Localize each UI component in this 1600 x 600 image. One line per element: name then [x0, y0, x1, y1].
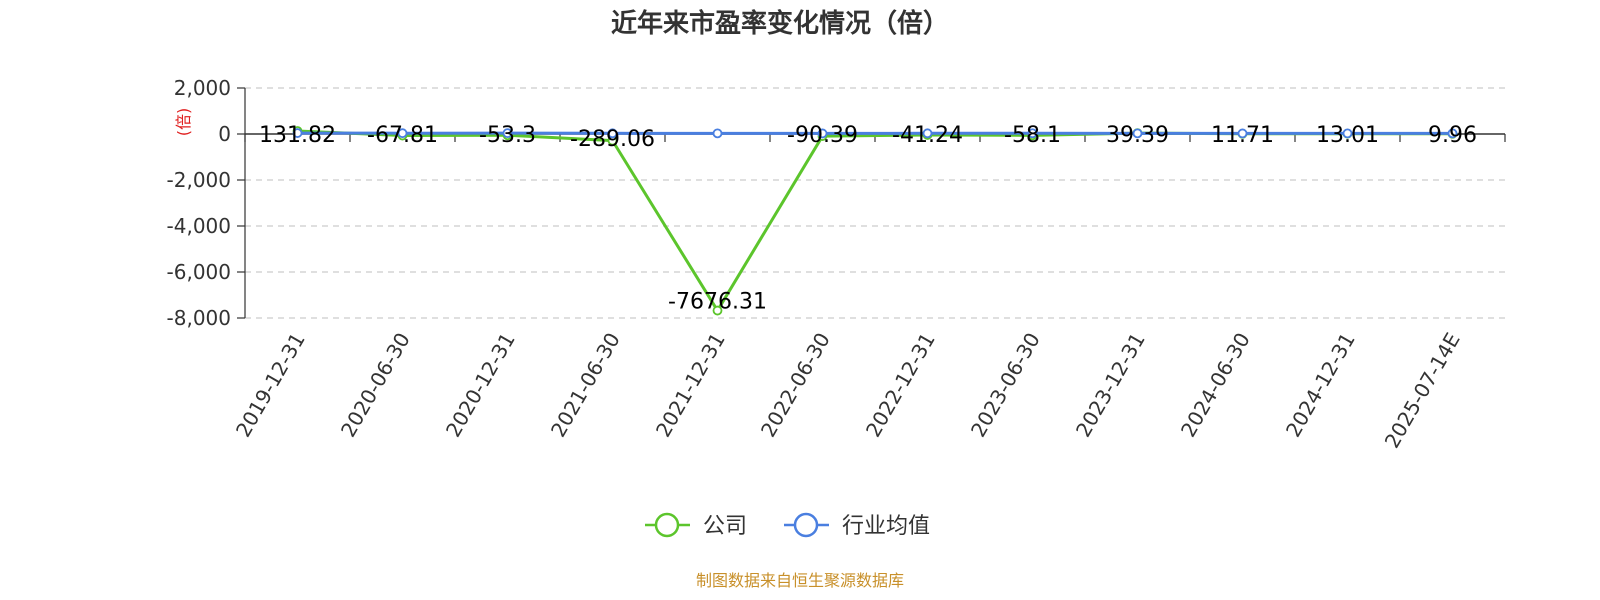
y-tick-label: 0 — [218, 122, 231, 146]
data-label: 131.82 — [259, 123, 336, 148]
data-label: 39.39 — [1106, 123, 1169, 148]
x-tick-label: 2024-12-31 — [1281, 329, 1360, 442]
series-1-point — [1447, 128, 1458, 139]
series-lines — [292, 126, 1458, 316]
data-label: -7676.31 — [668, 290, 767, 315]
data-label: -289.06 — [570, 127, 655, 152]
series-1-point — [1027, 128, 1038, 139]
data-label: 11.71 — [1211, 123, 1274, 148]
series-0-point — [712, 305, 723, 316]
data-label: -58.1 — [1004, 123, 1061, 148]
legend-label-0: 公司 — [703, 514, 747, 539]
x-tick-label: 2021-12-31 — [651, 329, 730, 442]
series-1-point — [817, 128, 828, 139]
data-label: 13.01 — [1316, 123, 1379, 148]
chart-title: 近年来市盈率变化情况（倍） — [611, 8, 949, 39]
series-1-point — [397, 128, 408, 139]
x-tick-label: 2022-06-30 — [756, 329, 835, 442]
y-tick-label: -6,000 — [167, 260, 231, 284]
x-tick-label: 2020-06-30 — [336, 329, 415, 442]
y-axis-unit-label: (倍) — [174, 108, 193, 137]
series-1-point — [502, 128, 513, 139]
series-1-point — [292, 128, 303, 138]
legend-label-1: 行业均值 — [842, 514, 930, 539]
legend-swatch-marker — [654, 512, 680, 538]
x-tick-label: 2025-07-14E — [1380, 329, 1465, 453]
series-1-point — [607, 128, 618, 139]
data-label: -41.24 — [892, 123, 963, 148]
x-tick-label: 2019-12-31 — [231, 329, 310, 442]
x-tick-label: 2023-06-30 — [966, 329, 1045, 442]
data-labels: 131.82 -67.81 -53.3 -289.06 -7676.31 -90.39 -4… — [259, 123, 1477, 315]
source-note: 制图数据来自恒生聚源数据库 — [696, 571, 904, 590]
grid-lines — [245, 87, 1505, 319]
y-tick-label: -4,000 — [167, 214, 231, 238]
x-tick-label: 2024-06-30 — [1176, 329, 1255, 442]
data-label: -67.81 — [367, 123, 438, 148]
series-line-0 — [297, 129, 1453, 313]
legend-swatch-marker — [793, 512, 819, 538]
y-tick-label: -2,000 — [167, 168, 231, 192]
y-tick-label: 2,000 — [174, 76, 231, 100]
series-1-point — [1342, 128, 1353, 139]
x-tick-label: 2023-12-31 — [1071, 329, 1150, 442]
series-1-point — [712, 128, 723, 139]
y-tick-label: -8,000 — [167, 306, 231, 330]
series-1-point — [1237, 128, 1248, 139]
series-1-point — [922, 128, 933, 139]
x-tick-label: 2021-06-30 — [546, 329, 625, 442]
data-label: -90.39 — [787, 123, 858, 148]
x-tick-label: 2022-12-31 — [861, 329, 940, 442]
data-label: -53.3 — [479, 123, 536, 148]
data-label: 9.96 — [1428, 123, 1477, 148]
legend: 公司 行业均值 — [645, 512, 930, 539]
series-1-point — [1132, 128, 1143, 139]
x-tick-label: 2020-12-31 — [441, 329, 520, 442]
